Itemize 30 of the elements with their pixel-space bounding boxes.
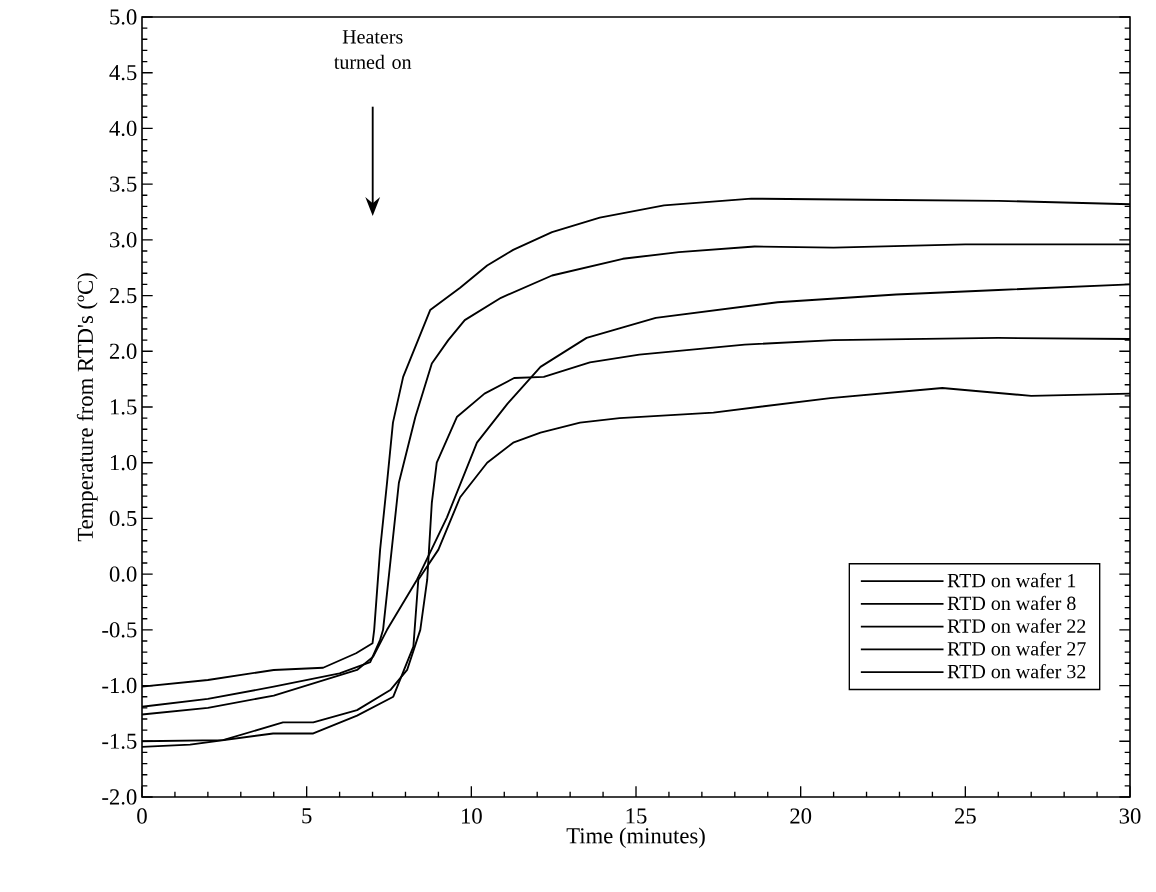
y-tick-label: 0.0 (109, 566, 137, 582)
y-tick-label: 4.0 (109, 120, 137, 137)
legend-label: RTD on wafer 8 (947, 595, 1076, 611)
y-tick-label: -0.5 (102, 622, 137, 638)
y-tick-label: 2.5 (109, 287, 137, 304)
y-tick-label: -2.0 (102, 789, 137, 805)
y-tick-label: 3.5 (110, 176, 137, 192)
x-tick-label: 10 (461, 808, 482, 824)
x-tick-label: 0 (137, 808, 147, 824)
x-tick-label: 30 (1119, 808, 1141, 824)
legend-label: RTD on wafer 1 (947, 573, 1076, 588)
legend-label: RTD on wafer 32 (947, 664, 1086, 679)
y-tick-label: 1.0 (110, 455, 137, 471)
x-tick-label: 15 (626, 808, 647, 824)
y-tick-label: 2.0 (109, 343, 137, 359)
legend-label: RTD on wafer 27 (947, 641, 1086, 656)
x-tick-label: 25 (955, 808, 976, 824)
y-tick-label: 1.5 (110, 399, 137, 415)
x-tick-label: 20 (790, 808, 812, 824)
legend-label: RTD on wafer 22 (947, 618, 1086, 633)
y-tick-label: 0.5 (109, 510, 137, 527)
y-axis-title: Temperature from RTD's (ºC) (76, 273, 98, 542)
x-axis-title: Time (minutes) (566, 827, 705, 849)
y-tick-label: 4.5 (109, 65, 137, 81)
y-tick-label: -1.5 (102, 733, 137, 749)
annotation: Heaters turned on (334, 30, 412, 69)
y-tick-label: 5.0 (110, 9, 137, 25)
y-tick-label: -1.0 (102, 677, 137, 694)
x-tick-label: 5 (302, 808, 312, 824)
y-tick-label: 3.0 (110, 232, 137, 248)
